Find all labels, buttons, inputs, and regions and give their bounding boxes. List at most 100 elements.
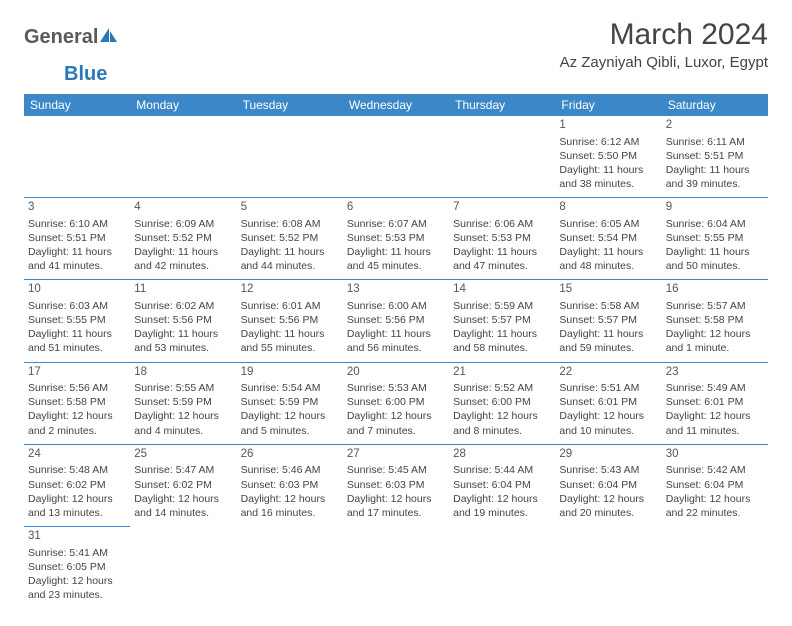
day-info-line: and 44 minutes. xyxy=(241,259,339,273)
calendar-cell: 28Sunrise: 5:44 AMSunset: 6:04 PMDayligh… xyxy=(449,444,555,526)
day-header-row: Sunday Monday Tuesday Wednesday Thursday… xyxy=(24,94,768,116)
day-info-line: Daylight: 11 hours xyxy=(453,245,551,259)
day-header: Thursday xyxy=(449,94,555,116)
day-number: 9 xyxy=(666,200,764,216)
calendar-cell xyxy=(130,527,236,609)
day-info-line: and 22 minutes. xyxy=(666,506,764,520)
day-info-line: and 4 minutes. xyxy=(134,424,232,438)
calendar-cell: 17Sunrise: 5:56 AMSunset: 5:58 PMDayligh… xyxy=(24,362,130,444)
day-info-line: Daylight: 12 hours xyxy=(666,409,764,423)
calendar-week-row: 24Sunrise: 5:48 AMSunset: 6:02 PMDayligh… xyxy=(24,444,768,526)
day-info-line: Daylight: 12 hours xyxy=(559,492,657,506)
day-info-line: Sunrise: 5:58 AM xyxy=(559,299,657,313)
day-header: Monday xyxy=(130,94,236,116)
day-info-line: Sunset: 6:04 PM xyxy=(666,478,764,492)
day-info-line: and 10 minutes. xyxy=(559,424,657,438)
day-info-line: Sunrise: 5:57 AM xyxy=(666,299,764,313)
calendar-cell: 14Sunrise: 5:59 AMSunset: 5:57 PMDayligh… xyxy=(449,280,555,362)
day-number: 10 xyxy=(28,282,126,298)
day-info-line: Sunset: 6:01 PM xyxy=(666,395,764,409)
day-info-line: Daylight: 12 hours xyxy=(241,409,339,423)
day-info-line: Daylight: 12 hours xyxy=(28,409,126,423)
calendar-cell: 24Sunrise: 5:48 AMSunset: 6:02 PMDayligh… xyxy=(24,444,130,526)
day-info-line: and 5 minutes. xyxy=(241,424,339,438)
day-number: 16 xyxy=(666,282,764,298)
day-info-line: Sunset: 5:51 PM xyxy=(28,231,126,245)
day-info-line: Sunset: 6:05 PM xyxy=(28,560,126,574)
day-info-line: Sunset: 5:56 PM xyxy=(241,313,339,327)
day-info-line: and 38 minutes. xyxy=(559,177,657,191)
day-info-line: Daylight: 12 hours xyxy=(134,492,232,506)
calendar-cell: 12Sunrise: 6:01 AMSunset: 5:56 PMDayligh… xyxy=(237,280,343,362)
day-number: 12 xyxy=(241,282,339,298)
calendar-cell: 10Sunrise: 6:03 AMSunset: 5:55 PMDayligh… xyxy=(24,280,130,362)
day-info-line: Daylight: 11 hours xyxy=(134,245,232,259)
day-info-line: Sunset: 6:02 PM xyxy=(134,478,232,492)
day-info-line: and 1 minute. xyxy=(666,341,764,355)
day-number: 17 xyxy=(28,365,126,381)
calendar-cell: 16Sunrise: 5:57 AMSunset: 5:58 PMDayligh… xyxy=(662,280,768,362)
calendar-cell: 6Sunrise: 6:07 AMSunset: 5:53 PMDaylight… xyxy=(343,198,449,280)
day-info-line: Daylight: 12 hours xyxy=(28,574,126,588)
day-info-line: and 8 minutes. xyxy=(453,424,551,438)
day-header: Wednesday xyxy=(343,94,449,116)
day-number: 2 xyxy=(666,118,764,134)
logo-sail-icon xyxy=(99,26,119,49)
calendar-cell: 15Sunrise: 5:58 AMSunset: 5:57 PMDayligh… xyxy=(555,280,661,362)
day-info-line: Daylight: 12 hours xyxy=(28,492,126,506)
calendar-cell: 4Sunrise: 6:09 AMSunset: 5:52 PMDaylight… xyxy=(130,198,236,280)
day-info-line: and 55 minutes. xyxy=(241,341,339,355)
day-number: 30 xyxy=(666,447,764,463)
calendar-cell: 13Sunrise: 6:00 AMSunset: 5:56 PMDayligh… xyxy=(343,280,449,362)
calendar-cell xyxy=(343,116,449,198)
calendar-cell: 31Sunrise: 5:41 AMSunset: 6:05 PMDayligh… xyxy=(24,527,130,609)
day-number: 14 xyxy=(453,282,551,298)
brand-part1: General xyxy=(24,26,98,49)
day-info-line: Sunset: 6:00 PM xyxy=(347,395,445,409)
day-info-line: Sunrise: 6:07 AM xyxy=(347,217,445,231)
day-info-line: Daylight: 12 hours xyxy=(241,492,339,506)
day-info-line: Daylight: 11 hours xyxy=(666,245,764,259)
day-info-line: and 16 minutes. xyxy=(241,506,339,520)
day-number: 23 xyxy=(666,365,764,381)
calendar-cell: 7Sunrise: 6:06 AMSunset: 5:53 PMDaylight… xyxy=(449,198,555,280)
calendar-cell xyxy=(130,116,236,198)
day-number: 22 xyxy=(559,365,657,381)
day-info-line: Daylight: 11 hours xyxy=(241,327,339,341)
day-info-line: and 13 minutes. xyxy=(28,506,126,520)
day-info-line: Sunset: 5:55 PM xyxy=(666,231,764,245)
day-info-line: and 58 minutes. xyxy=(453,341,551,355)
day-info-line: Sunrise: 5:59 AM xyxy=(453,299,551,313)
calendar-cell: 19Sunrise: 5:54 AMSunset: 5:59 PMDayligh… xyxy=(237,362,343,444)
day-info-line: and 42 minutes. xyxy=(134,259,232,273)
day-info-line: Daylight: 11 hours xyxy=(241,245,339,259)
brand-logo: General xyxy=(24,26,119,49)
day-info-line: and 11 minutes. xyxy=(666,424,764,438)
day-number: 21 xyxy=(453,365,551,381)
day-info-line: Daylight: 11 hours xyxy=(559,245,657,259)
calendar-cell: 27Sunrise: 5:45 AMSunset: 6:03 PMDayligh… xyxy=(343,444,449,526)
day-info-line: Sunset: 5:57 PM xyxy=(453,313,551,327)
day-number: 18 xyxy=(134,365,232,381)
day-info-line: and 47 minutes. xyxy=(453,259,551,273)
day-number: 19 xyxy=(241,365,339,381)
day-number: 5 xyxy=(241,200,339,216)
day-info-line: Sunset: 6:04 PM xyxy=(559,478,657,492)
day-number: 11 xyxy=(134,282,232,298)
day-info-line: Sunrise: 5:51 AM xyxy=(559,381,657,395)
calendar-cell xyxy=(237,527,343,609)
day-info-line: Daylight: 11 hours xyxy=(28,245,126,259)
day-info-line: Daylight: 12 hours xyxy=(666,327,764,341)
day-number: 6 xyxy=(347,200,445,216)
day-info-line: Sunrise: 6:09 AM xyxy=(134,217,232,231)
day-info-line: and 50 minutes. xyxy=(666,259,764,273)
day-info-line: Daylight: 12 hours xyxy=(559,409,657,423)
day-info-line: and 20 minutes. xyxy=(559,506,657,520)
day-info-line: Sunrise: 6:03 AM xyxy=(28,299,126,313)
calendar-week-row: 1Sunrise: 6:12 AMSunset: 5:50 PMDaylight… xyxy=(24,116,768,198)
day-info-line: Sunset: 6:02 PM xyxy=(28,478,126,492)
day-info-line: Sunrise: 5:53 AM xyxy=(347,381,445,395)
day-info-line: Daylight: 11 hours xyxy=(347,327,445,341)
day-info-line: Sunrise: 5:46 AM xyxy=(241,463,339,477)
calendar-cell: 1Sunrise: 6:12 AMSunset: 5:50 PMDaylight… xyxy=(555,116,661,198)
